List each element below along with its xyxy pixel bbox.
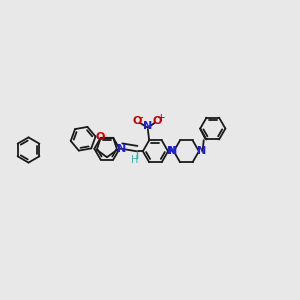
Text: N: N bbox=[168, 146, 177, 156]
Text: N: N bbox=[143, 122, 152, 131]
Text: H: H bbox=[131, 155, 139, 165]
Text: O: O bbox=[133, 116, 142, 126]
Text: -: - bbox=[139, 111, 143, 124]
Text: N: N bbox=[167, 146, 176, 156]
Text: +: + bbox=[157, 113, 165, 123]
Text: N: N bbox=[117, 144, 126, 154]
Text: O: O bbox=[152, 116, 161, 126]
Text: N: N bbox=[197, 146, 206, 156]
Text: O: O bbox=[96, 132, 105, 142]
